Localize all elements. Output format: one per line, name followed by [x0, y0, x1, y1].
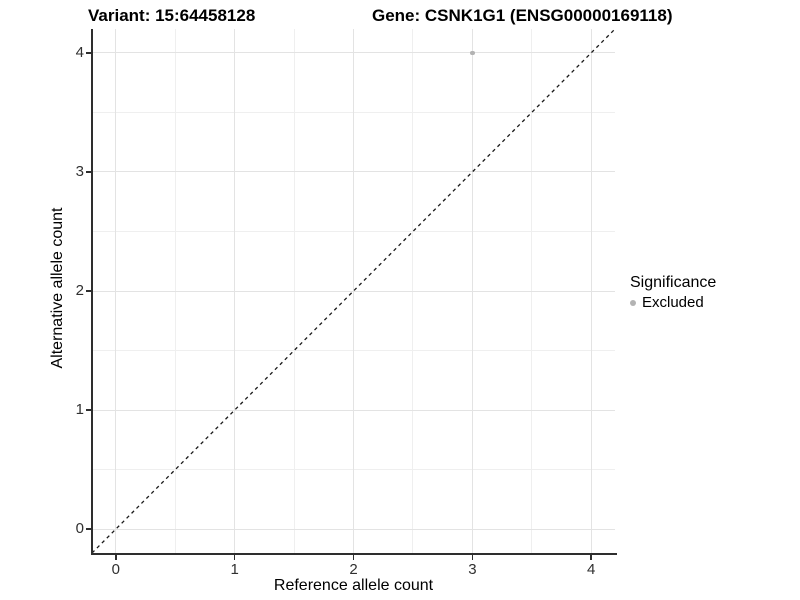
x-tick-label: 2: [349, 561, 358, 578]
x-tick-mark: [471, 555, 474, 560]
x-tick-mark: [115, 555, 117, 560]
x-axis-title: Reference allele count: [273, 577, 434, 594]
plot-title-gene: Gene: CSNK1G1 (ENSG00000169118): [372, 6, 673, 25]
plot-title-variant: Variant: 15:64458128: [88, 6, 256, 25]
y-tick-label: 0: [75, 520, 84, 538]
x-tick-label: 1: [230, 561, 239, 578]
y-tick-label: 1: [75, 401, 84, 419]
x-tick-label: 4: [587, 561, 596, 578]
y-tick-mark: [86, 290, 91, 292]
major-gridline-y: [92, 528, 615, 530]
major-gridline-y: [92, 409, 615, 411]
y-tick-mark: [86, 528, 91, 530]
legend-item: Excluded: [630, 294, 716, 311]
y-tick-label: 2: [75, 282, 84, 299]
legend-point-icon: [630, 299, 636, 306]
x-tick-mark: [590, 555, 592, 560]
y-axis-title: Alternative allele count: [49, 207, 66, 369]
major-gridline-y: [92, 290, 615, 292]
x-tick-mark: [352, 555, 355, 560]
y-tick-mark: [86, 52, 91, 54]
y-tick-mark: [86, 171, 91, 173]
legend-title: Significance: [630, 274, 717, 291]
x-tick-mark: [233, 555, 236, 560]
x-axis-line: [91, 553, 617, 555]
x-tick-label: 3: [468, 561, 477, 578]
data-point: [470, 50, 475, 56]
legend-items: Excluded: [630, 294, 716, 311]
y-tick-mark: [86, 409, 91, 411]
legend: Significance Excluded: [630, 274, 716, 311]
plot-panel: [91, 28, 616, 554]
x-tick-label: 0: [111, 561, 120, 578]
major-gridline-y: [92, 171, 615, 173]
identity-dashed-line: [91, 28, 616, 554]
y-axis-line: [91, 29, 93, 554]
legend-item-label: Excluded: [642, 294, 704, 311]
y-tick-label: 3: [75, 162, 84, 180]
major-gridline-y: [92, 52, 615, 54]
y-tick-label: 4: [75, 43, 84, 61]
